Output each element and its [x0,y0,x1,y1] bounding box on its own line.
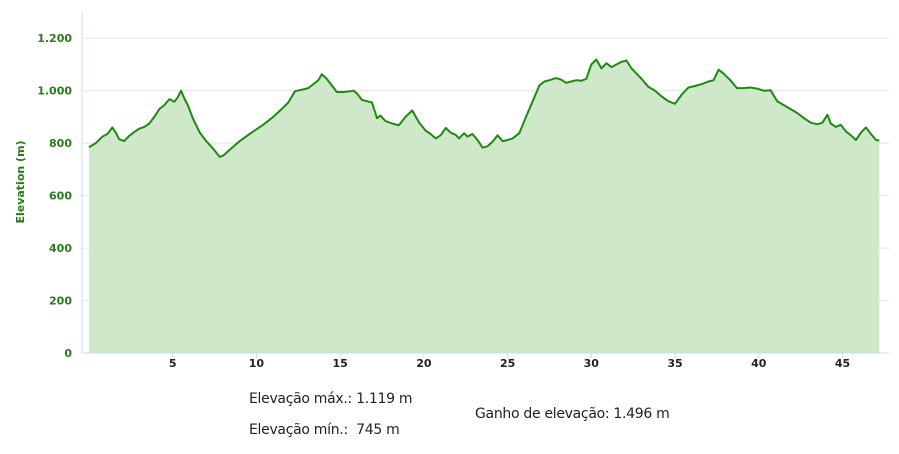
y-axis-label: Elevation (m) [14,140,27,223]
y-tick-label-2: 400 [49,242,72,255]
x-axis-ticks: 5 10 15 20 25 30 35 40 45 [169,353,850,370]
x-tick-label-5: 30 [584,357,600,370]
max-elevation-stat: Elevação máx.: 1.119 m [249,391,413,407]
elevation-line [88,58,880,158]
y-tick-label-3: 600 [49,190,72,203]
y-tick-label-4: 800 [49,137,72,150]
x-tick-label-0: 5 [169,357,177,370]
x-tick-label-7: 40 [751,357,767,370]
y-tick-label-0: 0 [64,347,72,360]
x-tick-label-3: 20 [416,357,432,370]
y-tick-label-5: 1.000 [37,85,72,98]
axes [81,12,889,354]
y-tick-label-6: 1.200 [37,32,72,45]
x-tick-label-8: 45 [835,357,850,370]
y-axis-ticks: 0 200 400 600 800 1.000 1.200 [37,32,72,360]
min-elevation-stat: Elevação mín.: 745 m [249,422,400,438]
elevation-area [89,59,880,353]
x-tick-label-4: 25 [500,357,515,370]
y-tick-label-1: 200 [49,295,72,308]
x-tick-label-6: 35 [667,357,682,370]
x-tick-label-1: 10 [249,357,265,370]
x-tick-label-2: 15 [333,357,348,370]
elevation-gain-stat: Ganho de elevação: 1.496 m [475,406,670,422]
